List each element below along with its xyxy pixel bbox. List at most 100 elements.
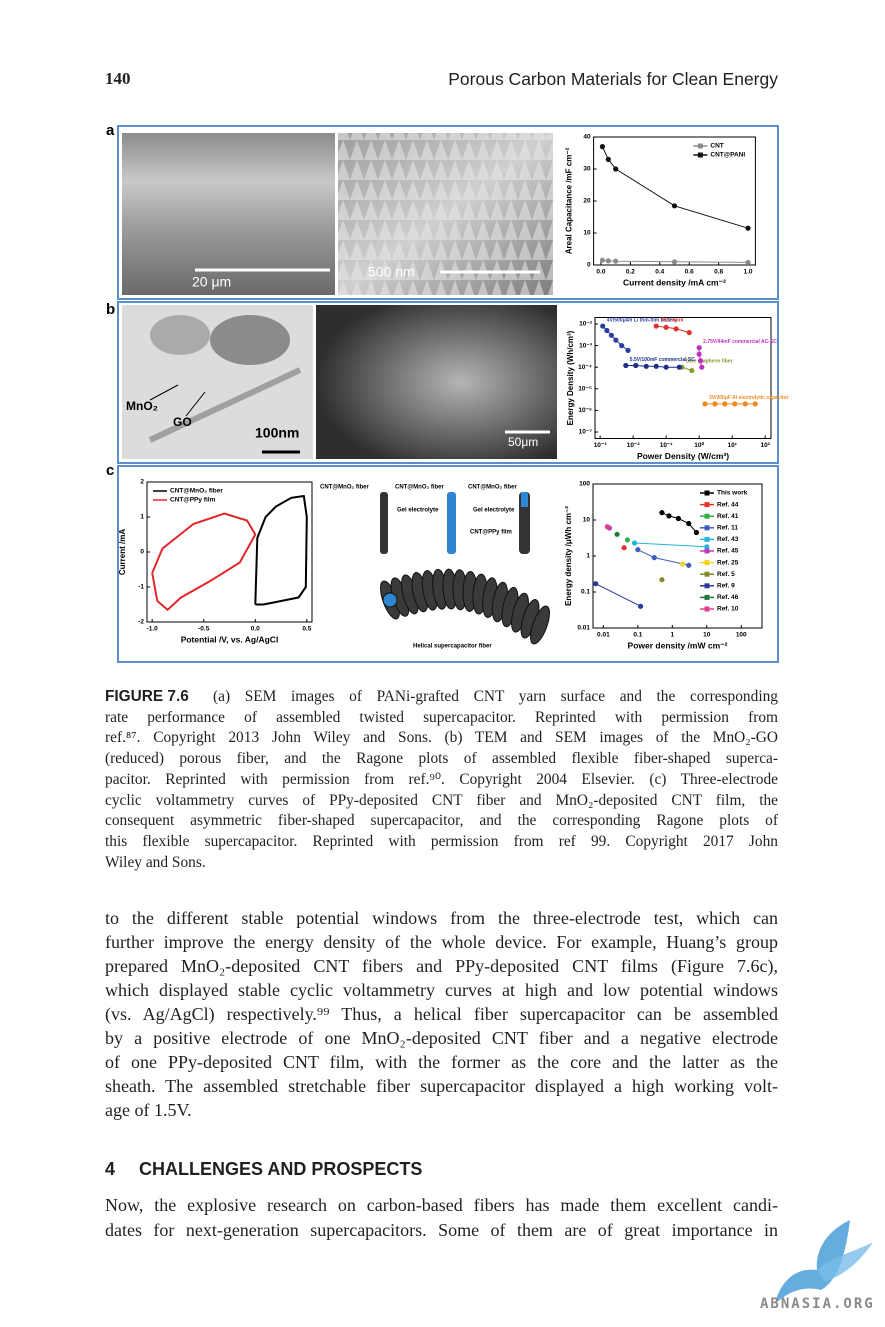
heading-title: CHALLENGES AND PROSPECTS bbox=[139, 1159, 423, 1179]
legend-label: Ref. 9 bbox=[717, 583, 735, 590]
x-axis-label: Power density /mW cm⁻² bbox=[628, 640, 728, 650]
y-tick-label: 10⁻⁴ bbox=[578, 364, 592, 371]
tem-texture bbox=[148, 367, 302, 443]
helix-turn bbox=[530, 605, 550, 645]
scale-bar-label: 500 nm bbox=[368, 264, 415, 280]
series-line bbox=[656, 325, 690, 334]
x-tick-label: 0.1 bbox=[633, 632, 642, 639]
legend-label: Ref. 11 bbox=[717, 525, 738, 532]
text-line: rate performance of assembled twisted su… bbox=[105, 708, 778, 726]
figure: a b c 20 μm 500 nm MnO₂ GO 100nm 50μm CN… bbox=[106, 122, 789, 663]
marker bbox=[600, 323, 606, 329]
marker bbox=[686, 520, 692, 527]
y-tick-label: 2 bbox=[140, 479, 144, 486]
marker bbox=[625, 347, 631, 353]
text-line: ref.⁸⁷. Copyright 2013 John Wiley and So… bbox=[105, 729, 778, 747]
legend-marker bbox=[704, 560, 710, 566]
y-tick-label: 100 bbox=[579, 481, 590, 488]
legend-marker bbox=[704, 571, 710, 577]
legend-label: This work bbox=[717, 490, 748, 497]
y-tick-label: -1 bbox=[138, 584, 144, 591]
y-tick-label: 20 bbox=[583, 198, 591, 205]
text-line: age of 1.5V. bbox=[105, 1100, 192, 1120]
text-line: which displayed stable cyclic voltammetr… bbox=[105, 980, 778, 1000]
fiber-core bbox=[521, 492, 528, 507]
series-line bbox=[254, 494, 308, 606]
series-line bbox=[601, 146, 749, 229]
marker bbox=[696, 351, 702, 357]
marker bbox=[599, 144, 606, 150]
legend-marker bbox=[704, 548, 710, 554]
x-tick-label: 10¹ bbox=[727, 442, 736, 449]
diagram-label: Gel electrolyte bbox=[473, 508, 515, 514]
marker bbox=[605, 156, 611, 162]
legend-label: CNT@PPy film bbox=[170, 497, 216, 504]
marker bbox=[663, 324, 669, 330]
fiber bbox=[519, 492, 530, 554]
diagram-label: CNT@MnO₂ fiber bbox=[320, 485, 370, 491]
marker bbox=[624, 537, 631, 543]
x-axis-label: Current density /mA cm⁻² bbox=[623, 277, 726, 287]
x-tick-label: 100 bbox=[736, 632, 747, 639]
helix bbox=[380, 568, 550, 645]
page-number: 140 bbox=[105, 69, 131, 88]
diagram-label: CNT@PPy film bbox=[470, 530, 512, 536]
marker bbox=[704, 544, 710, 550]
legend-marker bbox=[704, 513, 710, 519]
marker bbox=[702, 401, 708, 407]
legend-label: Ref. 10 bbox=[717, 606, 739, 613]
fiber bbox=[447, 492, 456, 554]
legend-label: CNT@MnO₂ fiber bbox=[170, 488, 223, 495]
panel-frame bbox=[117, 465, 779, 663]
marker bbox=[673, 326, 679, 332]
y-tick-label: 10⁻² bbox=[579, 321, 593, 328]
text-line: by a positive electrode of one MnO₂-depo… bbox=[105, 1028, 778, 1048]
marker bbox=[745, 225, 751, 231]
tem-texture bbox=[150, 315, 210, 355]
y-axis-label: Areal Capacitance /mF cm⁻² bbox=[565, 147, 574, 254]
tem-texture bbox=[210, 315, 290, 365]
marker bbox=[651, 555, 657, 561]
text-line: sheath. The assembled stretchable fiber … bbox=[105, 1076, 778, 1096]
marker bbox=[604, 327, 610, 334]
marker bbox=[621, 545, 627, 551]
series-line bbox=[698, 347, 703, 368]
legend-label: CNT bbox=[710, 143, 723, 150]
legend-marker bbox=[697, 143, 703, 149]
marker bbox=[666, 513, 672, 519]
marker bbox=[659, 510, 665, 516]
y-tick-label: 10 bbox=[583, 230, 591, 237]
marker bbox=[653, 363, 659, 369]
marker bbox=[722, 401, 728, 407]
marker bbox=[752, 401, 758, 407]
legend-label: Ref. 41 bbox=[717, 513, 739, 520]
running-title: Porous Carbon Materials for Clean Energy bbox=[448, 69, 778, 89]
series-label: 4V/500μAh Li thin-film battery bbox=[607, 317, 678, 323]
series-line bbox=[595, 583, 641, 607]
legend-marker bbox=[704, 536, 710, 542]
marker bbox=[635, 547, 641, 553]
series-label: bare graphene fiber bbox=[686, 359, 733, 365]
fiber bbox=[380, 492, 388, 554]
legend-label: Ref. 25 bbox=[717, 559, 739, 566]
marker bbox=[613, 166, 619, 172]
text-line: to the different stable potential window… bbox=[105, 908, 778, 928]
marker bbox=[686, 562, 692, 568]
marker bbox=[605, 258, 611, 264]
x-tick-label: 10⁻³ bbox=[594, 442, 608, 449]
marker bbox=[659, 577, 665, 583]
marker bbox=[608, 332, 615, 338]
series-label: 5.5V/100mF commercial SC bbox=[630, 357, 695, 363]
marker bbox=[643, 363, 649, 369]
y-tick-label: 40 bbox=[583, 134, 591, 141]
x-tick-label: 0.4 bbox=[655, 269, 664, 276]
legend-label: Ref. 43 bbox=[717, 536, 739, 543]
x-axis-label: Power Density (W/cm³) bbox=[637, 451, 729, 461]
marker bbox=[712, 401, 718, 407]
y-tick-label: 10⁻⁷ bbox=[579, 429, 593, 436]
panel-label: c bbox=[106, 462, 114, 479]
marker bbox=[633, 362, 639, 369]
x-tick-label: 0.5 bbox=[302, 626, 311, 633]
marker bbox=[593, 581, 599, 587]
